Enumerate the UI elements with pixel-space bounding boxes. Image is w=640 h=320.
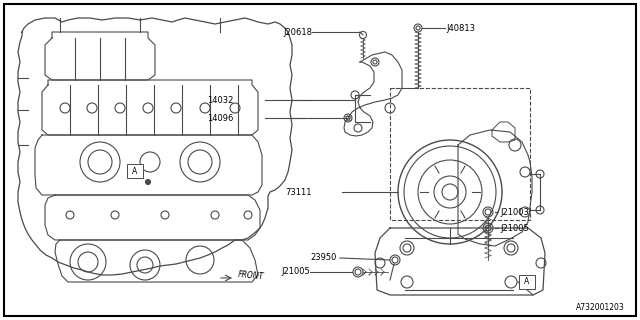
FancyBboxPatch shape	[519, 275, 535, 289]
Text: J20618: J20618	[283, 28, 312, 36]
Text: J21005: J21005	[500, 223, 529, 233]
Text: FRONT: FRONT	[238, 270, 265, 282]
Text: J21003: J21003	[500, 207, 529, 217]
Text: A: A	[132, 166, 138, 175]
Text: J40813: J40813	[446, 23, 475, 33]
Circle shape	[145, 180, 150, 185]
Text: 23950: 23950	[310, 253, 337, 262]
Text: 73111: 73111	[285, 188, 312, 196]
Text: 14096: 14096	[207, 114, 234, 123]
Bar	[390, 88, 530, 220]
Text: J21005: J21005	[281, 268, 310, 276]
Text: 14032: 14032	[207, 95, 234, 105]
Text: A: A	[524, 277, 530, 286]
FancyBboxPatch shape	[127, 164, 143, 178]
Text: A732001203: A732001203	[576, 303, 625, 312]
